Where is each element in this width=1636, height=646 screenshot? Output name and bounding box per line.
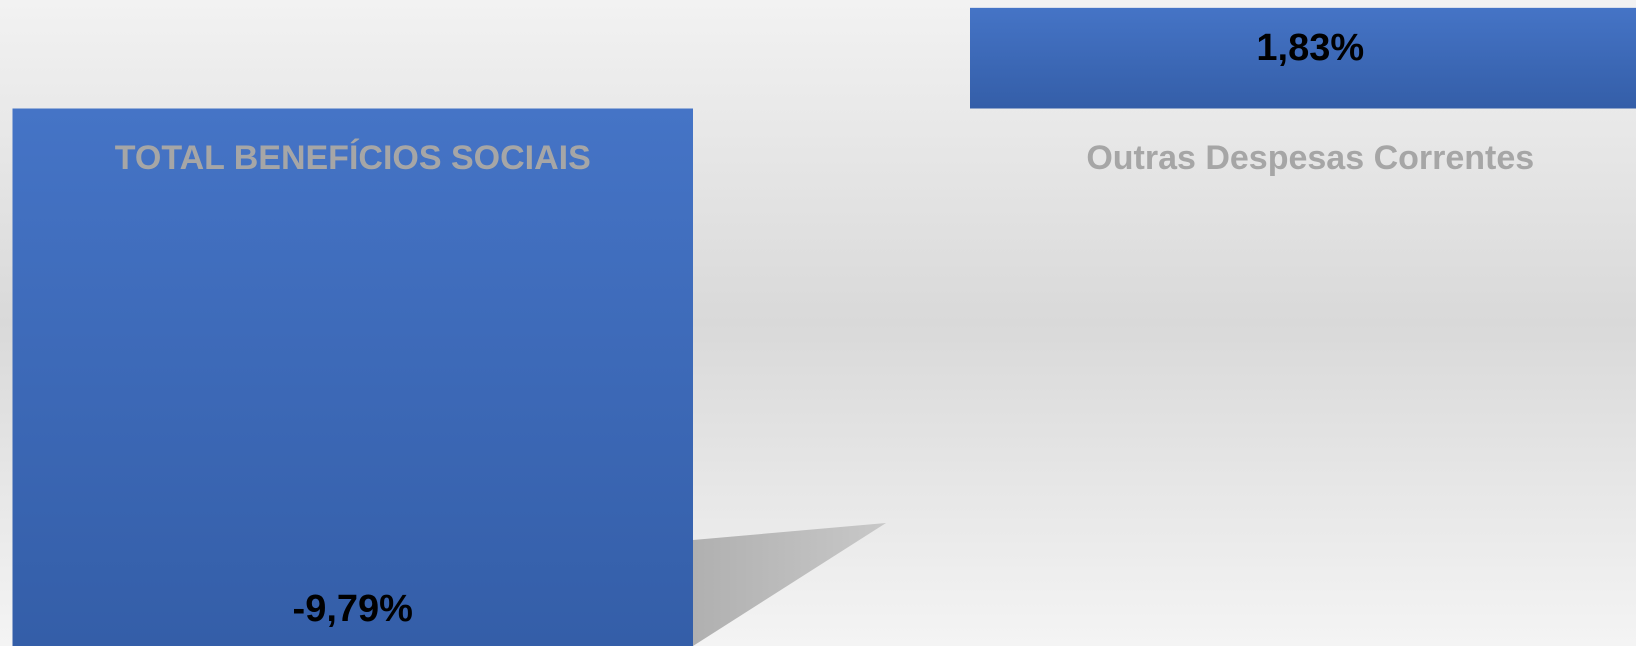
value-label: 1,83% [1256, 27, 1364, 69]
bar [970, 7, 1636, 109]
bar [12, 108, 693, 646]
category-label: Outras Despesas Correntes [1086, 139, 1534, 177]
bar-shadow [693, 523, 886, 646]
category-label: TOTAL BENEFÍCIOS SOCIAIS [115, 139, 591, 177]
value-label: -9,79% [293, 588, 413, 630]
